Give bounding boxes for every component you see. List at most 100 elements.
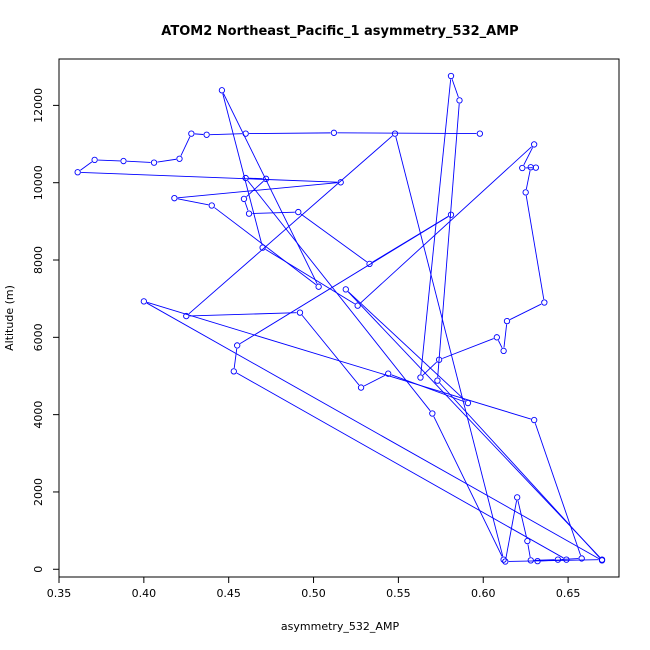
series-line-segment bbox=[223, 93, 318, 284]
series-line-segment bbox=[180, 136, 191, 156]
data-point bbox=[500, 347, 507, 355]
series-line-segment bbox=[81, 171, 338, 183]
data-point bbox=[434, 377, 441, 384]
data-point bbox=[447, 211, 455, 218]
data-point bbox=[245, 210, 253, 217]
data-point bbox=[171, 195, 178, 202]
data-point bbox=[502, 558, 509, 565]
data-point bbox=[315, 283, 322, 290]
series-line-segment bbox=[451, 79, 459, 98]
series-line-segment bbox=[497, 340, 503, 349]
data-point bbox=[366, 260, 373, 268]
data-point bbox=[435, 356, 443, 363]
series-line-segment bbox=[347, 291, 466, 402]
data-point bbox=[514, 494, 521, 501]
data-point bbox=[503, 317, 511, 325]
data-point bbox=[524, 537, 531, 545]
y-tick-label: 2000 bbox=[32, 478, 45, 506]
data-point bbox=[330, 129, 338, 136]
series-line-segment bbox=[540, 559, 564, 562]
series-line-segment bbox=[189, 312, 297, 317]
y-axis-title: Altitude (m) bbox=[3, 285, 16, 351]
series-line-segment bbox=[244, 202, 249, 211]
data-point bbox=[522, 189, 529, 196]
series-line-segment bbox=[247, 180, 431, 412]
data-point bbox=[429, 410, 436, 417]
data-point bbox=[532, 164, 539, 171]
series-line-segment bbox=[210, 133, 243, 136]
data-point bbox=[234, 342, 241, 349]
data-point bbox=[527, 557, 534, 564]
data-point bbox=[337, 179, 344, 186]
data-point bbox=[541, 299, 548, 306]
series-line-segment bbox=[534, 559, 555, 561]
data-point bbox=[598, 556, 606, 563]
series-line-segment bbox=[236, 372, 564, 559]
data-point bbox=[563, 556, 570, 563]
data-point bbox=[447, 72, 455, 80]
plot-frame bbox=[58, 58, 620, 578]
data-point bbox=[476, 130, 483, 137]
x-axis-title: asymmetry_532_AMP bbox=[281, 620, 400, 633]
x-tick-label: 0.60 bbox=[471, 587, 496, 600]
series-layer bbox=[74, 72, 606, 565]
y-tick-label: 8000 bbox=[32, 246, 45, 274]
series-line-segment bbox=[527, 544, 531, 558]
data-point bbox=[519, 164, 526, 172]
data-point bbox=[74, 169, 81, 176]
data-point bbox=[188, 130, 195, 137]
series-line-segment bbox=[249, 132, 331, 135]
data-point bbox=[354, 302, 361, 309]
y-tick-label: 4000 bbox=[32, 401, 45, 429]
data-point bbox=[218, 87, 226, 94]
series-line-segment bbox=[300, 213, 368, 263]
data-point bbox=[500, 556, 507, 563]
series-line-segment bbox=[525, 170, 531, 190]
series-line-segment bbox=[249, 177, 263, 180]
data-point bbox=[242, 174, 249, 182]
series-line-segment bbox=[395, 136, 504, 557]
data-point bbox=[531, 141, 538, 148]
y-tick-label: 6000 bbox=[32, 323, 45, 351]
y-tick-label: 10000 bbox=[32, 165, 45, 200]
series-line-segment bbox=[534, 423, 581, 556]
data-point bbox=[357, 384, 365, 391]
series-line-segment bbox=[80, 161, 93, 171]
series-line-segment bbox=[146, 302, 600, 560]
data-point bbox=[493, 334, 500, 341]
data-point bbox=[391, 130, 399, 137]
data-point bbox=[296, 309, 304, 316]
series-line-segment bbox=[239, 216, 449, 345]
data-point bbox=[203, 131, 210, 138]
series-line-segment bbox=[391, 374, 465, 403]
y-tick-label: 12000 bbox=[32, 88, 45, 123]
series-line-segment bbox=[420, 79, 452, 375]
data-point bbox=[208, 202, 215, 209]
series-line-segment bbox=[363, 374, 386, 387]
data-point bbox=[259, 244, 266, 251]
data-point bbox=[531, 416, 538, 424]
series-line-segment bbox=[194, 133, 204, 135]
data-point bbox=[240, 195, 248, 203]
x-tick-label: 0.65 bbox=[556, 587, 581, 600]
series-line-segment bbox=[157, 158, 177, 163]
y-axis: 0 2000 4000 6000 8000 10000 12000 bbox=[32, 88, 60, 573]
series-line-segment bbox=[337, 132, 477, 135]
data-point bbox=[150, 159, 158, 166]
series-line-segment bbox=[177, 182, 338, 199]
data-point bbox=[295, 208, 302, 216]
data-point bbox=[385, 370, 392, 377]
series-line-segment bbox=[301, 314, 360, 386]
series-line-segment bbox=[517, 500, 528, 538]
data-point bbox=[140, 298, 147, 305]
series-line-segment bbox=[347, 291, 601, 558]
series-line-segment bbox=[177, 198, 209, 206]
data-point bbox=[183, 312, 190, 320]
x-axis: 0.35 0.40 0.45 0.50 0.55 0.60 0.65 bbox=[47, 576, 581, 600]
data-point bbox=[91, 156, 98, 164]
series-line-segment bbox=[265, 249, 355, 305]
data-point bbox=[578, 555, 585, 562]
data-point bbox=[417, 374, 424, 381]
y-tick-label: 0 bbox=[32, 566, 45, 573]
data-point bbox=[464, 399, 472, 407]
